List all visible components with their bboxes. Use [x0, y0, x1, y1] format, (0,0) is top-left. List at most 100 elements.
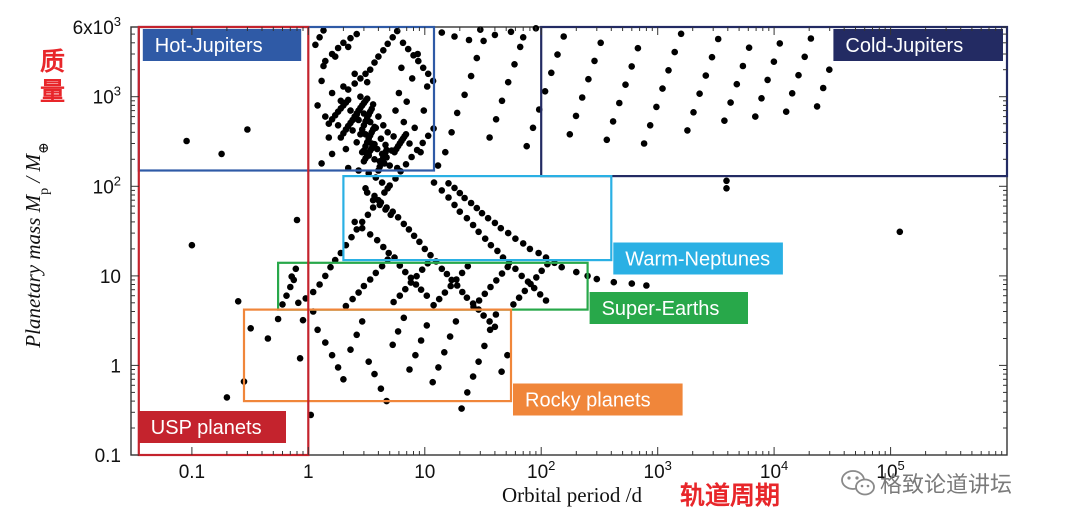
data-point [244, 126, 251, 133]
data-point [413, 272, 420, 280]
region-label: Super-Earths [602, 298, 720, 320]
data-point [427, 251, 434, 259]
data-point [340, 83, 347, 90]
data-point [451, 33, 458, 40]
data-point [371, 123, 378, 131]
data-point [504, 351, 511, 359]
data-point [507, 28, 515, 36]
data-point [353, 331, 361, 339]
data-point [770, 58, 778, 65]
data-point [389, 208, 397, 215]
data-point [458, 405, 465, 412]
data-point [402, 285, 409, 293]
data-point [819, 84, 827, 92]
region-box [137, 25, 310, 457]
data-point [274, 315, 282, 323]
data-point [223, 394, 231, 401]
data-point [486, 318, 493, 325]
data-point [498, 368, 505, 376]
data-point [377, 135, 385, 142]
data-point [371, 156, 378, 163]
data-point [459, 288, 466, 296]
data-point [362, 185, 369, 192]
data-point [418, 266, 426, 274]
data-point [296, 355, 304, 362]
data-point [353, 226, 361, 233]
data-point [340, 376, 347, 383]
data-point [366, 66, 374, 73]
data-point [486, 326, 494, 334]
data-point [430, 301, 437, 309]
data-point [560, 33, 567, 40]
data-point [349, 127, 356, 134]
data-point [393, 27, 401, 35]
y-axis-label-tail: / M [21, 153, 45, 188]
data-point [518, 272, 525, 280]
data-point [334, 44, 342, 52]
data-point [435, 364, 442, 371]
data-point [293, 216, 301, 224]
data-point [463, 294, 471, 302]
data-point [572, 112, 580, 120]
data-point [328, 351, 336, 359]
data-point [451, 184, 458, 192]
data-point [406, 140, 413, 147]
data-point [378, 262, 386, 270]
data-point [369, 204, 377, 211]
data-point [554, 51, 561, 58]
data-point [475, 228, 482, 236]
data-point [349, 295, 356, 303]
data-point [412, 281, 420, 288]
data-point [320, 27, 327, 34]
data-point [400, 118, 408, 126]
data-point [585, 75, 592, 83]
data-point [400, 220, 408, 228]
region-label-bg [513, 383, 683, 416]
data-point [491, 323, 499, 331]
data-point [573, 268, 580, 276]
y-tick-label: 6x103 [73, 14, 121, 39]
data-point [441, 349, 448, 356]
data-point [452, 318, 460, 325]
data-point [542, 297, 550, 304]
data-point [438, 265, 446, 273]
x-tick-label: 103 [644, 458, 672, 483]
data-point [247, 325, 254, 332]
data-point [348, 233, 355, 241]
data-point [653, 103, 660, 111]
data-point [548, 69, 555, 77]
data-point [380, 47, 387, 54]
data-point [365, 358, 373, 366]
data-point [415, 57, 422, 65]
data-point [721, 117, 728, 124]
data-point [325, 134, 333, 141]
region-label: Hot-Jupiters [155, 35, 263, 57]
data-point [413, 146, 421, 154]
data-point [541, 88, 549, 95]
data-point [403, 98, 411, 105]
data-point [458, 269, 466, 277]
data-point [463, 214, 471, 222]
data-point [616, 99, 623, 107]
data-point [371, 140, 378, 148]
data-point [535, 249, 542, 257]
data-point [292, 265, 300, 273]
data-point [696, 90, 703, 97]
x-tick-label: 104 [760, 458, 788, 483]
data-point [372, 269, 380, 277]
data-point [398, 64, 405, 72]
data-point [504, 229, 512, 237]
data-point [342, 145, 350, 153]
data-point [328, 89, 336, 97]
data-point [434, 162, 442, 169]
data-point [677, 30, 685, 38]
data-point [383, 204, 390, 211]
data-point [764, 76, 771, 84]
watermark: 格致论道讲坛 [841, 470, 1012, 497]
data-point [776, 40, 784, 47]
data-point [801, 53, 808, 61]
data-point [279, 301, 286, 308]
data-point [424, 132, 432, 140]
data-point [526, 245, 534, 253]
x-axis-label-cn: 轨道周期 [680, 481, 780, 510]
